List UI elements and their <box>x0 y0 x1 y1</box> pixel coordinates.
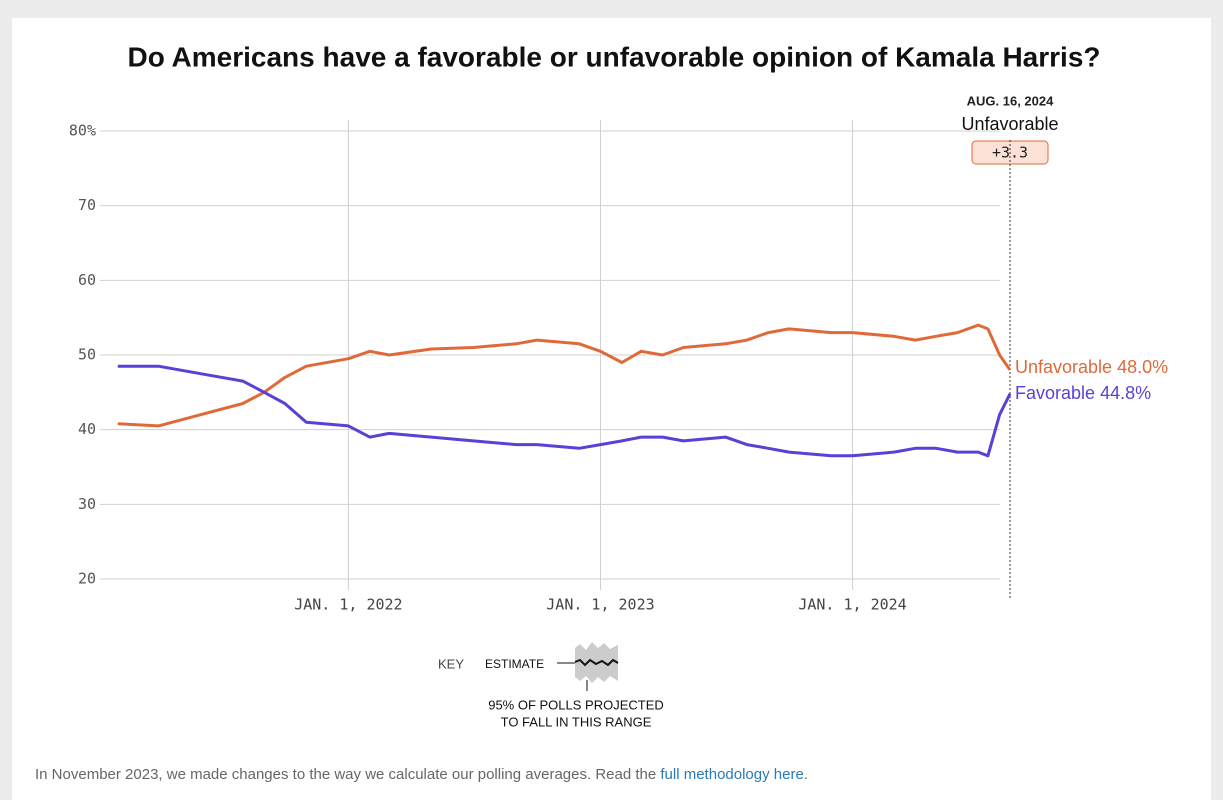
key-band <box>575 642 618 683</box>
key-estimate: ESTIMATE <box>485 657 544 671</box>
card <box>12 18 1211 800</box>
x-tick-label: JAN. 1, 2022 <box>294 596 402 614</box>
key-range: 95% OF POLLS PROJECTED <box>488 697 664 712</box>
key-line <box>574 658 619 667</box>
key-title: KEY <box>438 656 464 671</box>
chart-title: Do Americans have a favorable or unfavor… <box>127 41 1100 72</box>
end-label-name: Unfavorable <box>1015 357 1112 377</box>
x-tick-label: JAN. 1, 2023 <box>546 596 654 614</box>
series-line <box>117 364 1012 458</box>
y-tick-label: 30 <box>78 495 96 513</box>
y-tick-label: 80% <box>69 122 96 140</box>
footnote-end: . <box>804 766 808 783</box>
y-tick-label: 70 <box>78 196 96 214</box>
footnote-text: In November 2023, we made changes to the… <box>35 766 660 783</box>
series-line <box>117 323 1012 428</box>
end-label-name: Favorable <box>1015 383 1095 403</box>
footnote-link[interactable]: full methodology here <box>660 766 803 783</box>
y-tick-label: 20 <box>78 570 96 588</box>
annotation-date: AUG. 16, 2024 <box>967 93 1054 108</box>
footnote: In November 2023, we made changes to the… <box>35 766 808 783</box>
y-tick-label: 40 <box>78 420 96 438</box>
key-range: TO FALL IN THIS RANGE <box>501 714 652 729</box>
end-label: Unfavorable 48.0% <box>1015 357 1168 377</box>
y-tick-label: 60 <box>78 271 96 289</box>
y-tick-label: 50 <box>78 346 96 364</box>
end-label-value: 48.0% <box>1117 357 1168 377</box>
annotation-series: Unfavorable <box>961 114 1058 134</box>
end-label: Favorable 44.8% <box>1015 383 1151 403</box>
end-label-value: 44.8% <box>1100 383 1151 403</box>
x-tick-label: JAN. 1, 2024 <box>798 596 906 614</box>
